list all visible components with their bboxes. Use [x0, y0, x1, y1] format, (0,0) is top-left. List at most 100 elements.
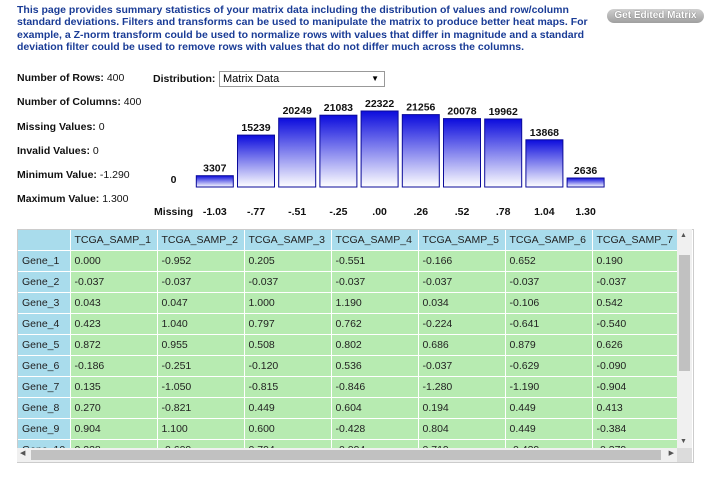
table-cell[interactable]: -0.037: [505, 271, 593, 293]
table-cell[interactable]: 0.536: [331, 355, 419, 377]
table-cell[interactable]: -0.120: [244, 355, 332, 377]
column-header[interactable]: TCGA_SAMP_7: [592, 230, 680, 251]
table-cell[interactable]: 0.270: [70, 397, 158, 419]
table-cell[interactable]: -0.106: [505, 292, 593, 314]
column-header[interactable]: TCGA_SAMP_5: [418, 230, 506, 251]
table-cell[interactable]: 0.043: [70, 292, 158, 314]
vertical-scroll-thumb[interactable]: [679, 255, 690, 371]
table-cell[interactable]: 0.449: [505, 397, 593, 419]
row-header[interactable]: Gene_7: [18, 376, 71, 398]
row-header[interactable]: Gene_8: [18, 397, 71, 419]
table-cell[interactable]: 0.194: [418, 397, 506, 419]
matrix-grid: TCGA_SAMP_1 TCGA_SAMP_2 TCGA_SAMP_3 TCGA_SA…: [17, 229, 694, 463]
row-header[interactable]: Gene_5: [18, 334, 71, 356]
table-cell[interactable]: 1.000: [244, 292, 332, 314]
table-cell[interactable]: -0.904: [592, 376, 680, 398]
table-cell[interactable]: -1.190: [505, 376, 593, 398]
table-cell[interactable]: -0.540: [592, 313, 680, 335]
table-cell[interactable]: -0.037: [244, 271, 332, 293]
table-cell[interactable]: -0.090: [592, 355, 680, 377]
table-cell[interactable]: -0.251: [157, 355, 245, 377]
table-cell[interactable]: -0.384: [592, 418, 680, 440]
table-cell[interactable]: 0.449: [505, 418, 593, 440]
table-cell[interactable]: -0.186: [70, 355, 158, 377]
table-cell[interactable]: 0.190: [592, 250, 680, 272]
table-cell[interactable]: 0.762: [331, 313, 419, 335]
table-cell[interactable]: -0.641: [505, 313, 593, 335]
row-header[interactable]: Gene_4: [18, 313, 71, 335]
horizontal-scroll-thumb[interactable]: [31, 450, 661, 460]
histogram-value-label: 21256: [406, 102, 435, 114]
scroll-right-icon[interactable]: ▶: [668, 450, 674, 457]
table-cell[interactable]: -0.952: [157, 250, 245, 272]
row-header[interactable]: Gene_1: [18, 250, 71, 272]
row-header[interactable]: Gene_2: [18, 271, 71, 293]
table-cell[interactable]: 0.034: [418, 292, 506, 314]
histogram-bin-label: -.51: [288, 206, 306, 218]
histogram-value-label: 20078: [447, 106, 476, 118]
table-cell[interactable]: -0.629: [505, 355, 593, 377]
table-cell[interactable]: 0.802: [331, 334, 419, 356]
table-cell[interactable]: -0.037: [418, 271, 506, 293]
table-cell[interactable]: -1.280: [418, 376, 506, 398]
table-cell[interactable]: -0.224: [418, 313, 506, 335]
table-cell[interactable]: -0.037: [70, 271, 158, 293]
histogram-bin-label: .26: [413, 206, 428, 218]
vertical-scrollbar[interactable]: ▲ ▼: [677, 229, 692, 448]
histogram-bar: [319, 114, 358, 188]
table-cell[interactable]: 0.205: [244, 250, 332, 272]
table-cell[interactable]: -0.037: [331, 271, 419, 293]
table-cell[interactable]: 0.600: [244, 418, 332, 440]
horizontal-scrollbar[interactable]: ◀ ▶: [17, 448, 677, 462]
scroll-left-icon[interactable]: ◀: [20, 450, 26, 457]
scroll-up-icon[interactable]: ▲: [680, 232, 687, 239]
table-cell[interactable]: -0.846: [331, 376, 419, 398]
table-cell[interactable]: -0.037: [157, 271, 245, 293]
table-cell[interactable]: -0.428: [331, 418, 419, 440]
table-cell[interactable]: 0.135: [70, 376, 158, 398]
table-cell[interactable]: 0.626: [592, 334, 680, 356]
table-cell[interactable]: 0.604: [331, 397, 419, 419]
table-cell[interactable]: 1.040: [157, 313, 245, 335]
column-header[interactable]: TCGA_SAMP_4: [331, 230, 419, 251]
table-cell[interactable]: 0.804: [418, 418, 506, 440]
table-cell[interactable]: -1.050: [157, 376, 245, 398]
table-cell[interactable]: -0.551: [331, 250, 419, 272]
histogram-bar: [566, 177, 605, 188]
table-cell[interactable]: -0.037: [418, 355, 506, 377]
scroll-down-icon[interactable]: ▼: [680, 438, 687, 445]
column-header[interactable]: TCGA_SAMP_3: [244, 230, 332, 251]
table-cell[interactable]: 0.542: [592, 292, 680, 314]
table-cell[interactable]: 0.000: [70, 250, 158, 272]
table-cell[interactable]: -0.166: [418, 250, 506, 272]
table-cell[interactable]: 0.652: [505, 250, 593, 272]
column-header[interactable]: TCGA_SAMP_1: [70, 230, 158, 251]
table-cell[interactable]: 1.100: [157, 418, 245, 440]
table-cell[interactable]: -0.815: [244, 376, 332, 398]
table-cell[interactable]: 0.904: [70, 418, 158, 440]
histogram-bar: [484, 118, 523, 188]
table-cell[interactable]: 0.047: [157, 292, 245, 314]
table-cell[interactable]: 0.879: [505, 334, 593, 356]
table-row: Gene_2 -0.037 -0.037 -0.037 -0.037 -0.037 -0.0…: [18, 271, 680, 293]
get-edited-matrix-button[interactable]: Get Edited Matrix: [607, 9, 704, 23]
histogram-bin-label: .00: [372, 206, 387, 218]
table-cell[interactable]: 0.423: [70, 313, 158, 335]
column-header[interactable]: TCGA_SAMP_6: [505, 230, 593, 251]
table-cell[interactable]: 0.872: [70, 334, 158, 356]
table-cell[interactable]: 0.686: [418, 334, 506, 356]
row-header[interactable]: Gene_9: [18, 418, 71, 440]
table-cell[interactable]: 0.797: [244, 313, 332, 335]
table-cell[interactable]: -0.821: [157, 397, 245, 419]
row-header[interactable]: Gene_3: [18, 292, 71, 314]
row-header[interactable]: Gene_6: [18, 355, 71, 377]
table-cell[interactable]: 0.955: [157, 334, 245, 356]
distribution-select[interactable]: Matrix Data ▼: [219, 71, 385, 87]
table-cell[interactable]: -0.037: [592, 271, 680, 293]
table-cell[interactable]: 1.190: [331, 292, 419, 314]
histogram-bar: [237, 134, 275, 188]
table-cell[interactable]: 0.449: [244, 397, 332, 419]
table-cell[interactable]: 0.413: [592, 397, 680, 419]
table-cell[interactable]: 0.508: [244, 334, 332, 356]
column-header[interactable]: TCGA_SAMP_2: [157, 230, 245, 251]
